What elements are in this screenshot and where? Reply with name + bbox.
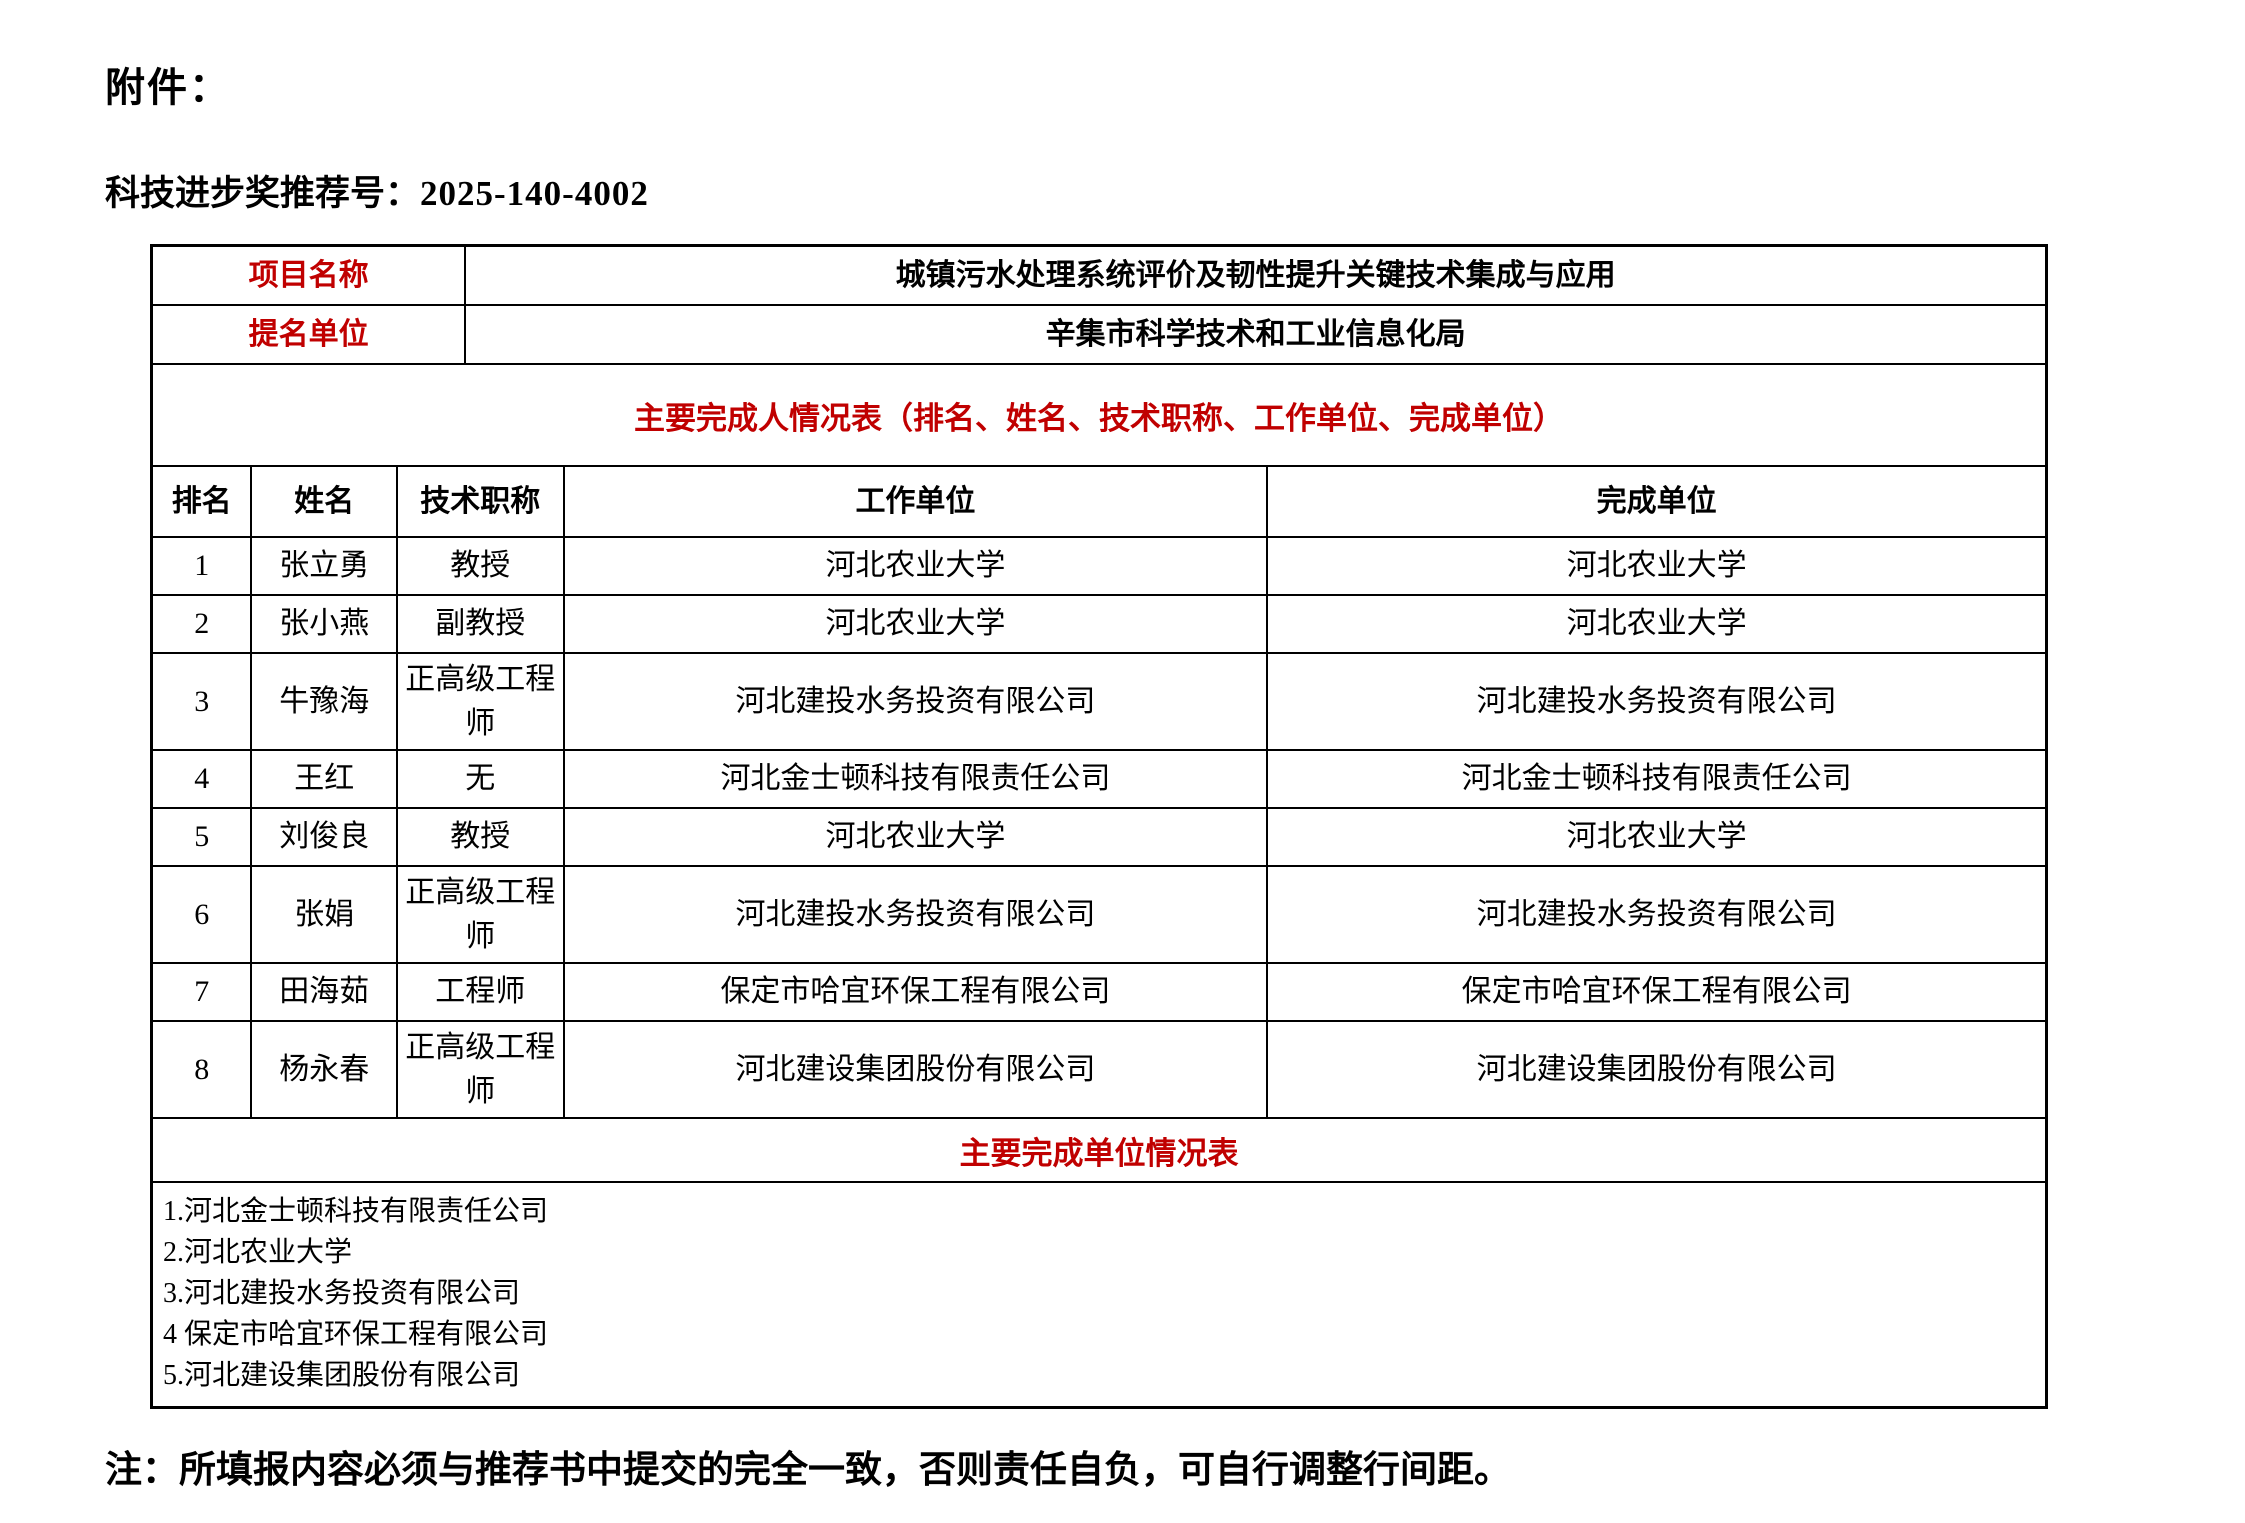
work-unit-cell: 保定市哈宜环保工程有限公司 <box>562 962 1269 1022</box>
unit-list-item: 1.河北金士顿科技有限责任公司 <box>163 1196 549 1227</box>
header-completing-unit: 完成单位 <box>1266 466 2046 538</box>
completing-unit-cell: 河北农业大学 <box>1266 536 2046 596</box>
rank-cell: 7 <box>151 962 253 1022</box>
award-form-table: 项目名称 城镇污水处理系统评价及韧性提升关键技术集成与应用 提名单位 辛集市科学… <box>150 244 2048 1409</box>
table-row: 2 张小燕 副教授 河北农业大学 河北农业大学 <box>151 594 2046 654</box>
completers-table-title: 主要完成人情况表（排名、姓名、技术职称、工作单位、完成单位） <box>153 365 2045 467</box>
units-table-title: 主要完成单位情况表 <box>153 1119 2045 1183</box>
name-cell: 田海茹 <box>250 962 399 1022</box>
recommendation-number-label: 科技进步奖推荐号： <box>105 174 421 213</box>
completing-unit-cell: 河北建投水务投资有限公司 <box>1266 865 2046 964</box>
rank-cell: 4 <box>151 749 253 809</box>
work-unit-cell: 河北建投水务投资有限公司 <box>562 652 1269 751</box>
recommendation-number-value: 2025-140-4002 <box>420 174 649 213</box>
name-cell: 张立勇 <box>250 536 399 596</box>
unit-list-item: 4 保定市哈宜环保工程有限公司 <box>163 1319 549 1350</box>
work-unit-cell: 河北农业大学 <box>562 807 1269 867</box>
name-cell: 牛豫海 <box>250 652 399 751</box>
project-name-label: 项目名称 <box>151 246 467 306</box>
title-cell: 教授 <box>396 807 565 867</box>
table-row: 7 田海茹 工程师 保定市哈宜环保工程有限公司 保定市哈宜环保工程有限公司 <box>151 962 2046 1022</box>
nominating-unit-row: 提名单位 辛集市科学技术和工业信息化局 <box>151 304 2046 364</box>
title-cell: 正高级工程师 <box>396 865 565 964</box>
completers-tbody: 1 张立勇 教授 河北农业大学 河北农业大学 2 张小燕 副教授 河北农业大学 河北农业大学 3 牛豫… <box>151 536 2046 1118</box>
work-unit-cell: 河北建投水务投资有限公司 <box>562 865 1269 964</box>
project-name-row: 项目名称 城镇污水处理系统评价及韧性提升关键技术集成与应用 <box>151 246 2046 306</box>
completing-unit-cell: 河北金士顿科技有限责任公司 <box>1266 749 2046 809</box>
table-row: 1 张立勇 教授 河北农业大学 河北农业大学 <box>151 536 2046 596</box>
title-cell: 正高级工程师 <box>396 652 565 751</box>
title-cell: 副教授 <box>396 594 565 654</box>
completers-header-row: 排名 姓名 技术职称 工作单位 完成单位 <box>151 466 2046 538</box>
work-unit-cell: 河北金士顿科技有限责任公司 <box>562 749 1269 809</box>
project-info-table: 项目名称 城镇污水处理系统评价及韧性提升关键技术集成与应用 提名单位 辛集市科学… <box>151 246 2046 364</box>
rank-cell: 6 <box>151 865 253 964</box>
completing-unit-cell: 保定市哈宜环保工程有限公司 <box>1266 962 2046 1022</box>
project-name-value: 城镇污水处理系统评价及韧性提升关键技术集成与应用 <box>464 246 2046 306</box>
rank-cell: 8 <box>151 1020 253 1118</box>
name-cell: 刘俊良 <box>250 807 399 867</box>
note-text: 注：所填报内容必须与推荐书中提交的完全一致，否则责任自负，可自行调整行间距。 <box>105 1450 1511 1491</box>
completing-unit-cell: 河北农业大学 <box>1266 594 2046 654</box>
table-row: 5 刘俊良 教授 河北农业大学 河北农业大学 <box>151 807 2046 867</box>
rank-cell: 1 <box>151 536 253 596</box>
unit-list-item: 3.河北建投水务投资有限公司 <box>163 1278 521 1309</box>
work-unit-cell: 河北建设集团股份有限公司 <box>562 1020 1269 1118</box>
completers-section: 排名 姓名 技术职称 工作单位 完成单位 1 张立勇 教授 河北农业大学 河北农业大学 2… <box>151 466 2046 1119</box>
header-work-unit: 工作单位 <box>562 466 1269 538</box>
attachment-label: 附件： <box>105 66 231 110</box>
header-rank: 排名 <box>151 466 253 538</box>
header-name: 姓名 <box>250 466 399 538</box>
name-cell: 张小燕 <box>250 594 399 654</box>
completers-table: 排名 姓名 技术职称 工作单位 完成单位 1 张立勇 教授 河北农业大学 河北农业大学 2… <box>151 466 2046 1118</box>
work-unit-cell: 河北农业大学 <box>562 536 1269 596</box>
title-cell: 工程师 <box>396 962 565 1022</box>
work-unit-cell: 河北农业大学 <box>562 594 1269 654</box>
title-cell: 无 <box>396 749 565 809</box>
project-info-section: 项目名称 城镇污水处理系统评价及韧性提升关键技术集成与应用 提名单位 辛集市科学… <box>151 246 2046 365</box>
name-cell: 王红 <box>250 749 399 809</box>
units-list: 1.河北金士顿科技有限责任公司 2.河北农业大学 3.河北建投水务投资有限公司 4 保… <box>153 1183 2045 1406</box>
rank-cell: 3 <box>151 652 253 751</box>
completing-unit-cell: 河北建设集团股份有限公司 <box>1266 1020 2046 1118</box>
rank-cell: 2 <box>151 594 253 654</box>
completing-unit-cell: 河北建投水务投资有限公司 <box>1266 652 2046 751</box>
completing-unit-cell: 河北农业大学 <box>1266 807 2046 867</box>
table-row: 8 杨永春 正高级工程师 河北建设集团股份有限公司 河北建设集团股份有限公司 <box>151 1020 2046 1118</box>
table-row: 3 牛豫海 正高级工程师 河北建投水务投资有限公司 河北建投水务投资有限公司 <box>151 652 2046 751</box>
unit-list-item: 5.河北建设集团股份有限公司 <box>163 1360 521 1391</box>
rank-cell: 5 <box>151 807 253 867</box>
nominating-unit-label: 提名单位 <box>151 304 467 364</box>
header-title: 技术职称 <box>396 466 565 538</box>
table-row: 6 张娟 正高级工程师 河北建投水务投资有限公司 河北建投水务投资有限公司 <box>151 865 2046 964</box>
title-cell: 正高级工程师 <box>396 1020 565 1118</box>
unit-list-item: 2.河北农业大学 <box>163 1237 353 1268</box>
name-cell: 杨永春 <box>250 1020 399 1118</box>
name-cell: 张娟 <box>250 865 399 964</box>
nominating-unit-value: 辛集市科学技术和工业信息化局 <box>464 304 2046 364</box>
title-cell: 教授 <box>396 536 565 596</box>
table-row: 4 王红无河北金士顿科技有限责任公司 河北金士顿科技有限责任公司 <box>151 749 2046 809</box>
recommendation-number-line: 科技进步奖推荐号：2025-140-4002 <box>105 165 2245 216</box>
